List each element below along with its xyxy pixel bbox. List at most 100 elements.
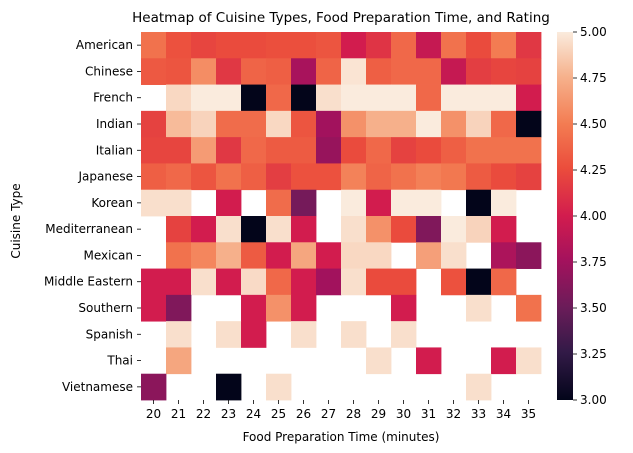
heatmap-cell [341,216,367,243]
heatmap-cell [241,242,267,269]
colorbar-tick-label: 4.50 [580,117,607,131]
heatmap-cell [466,84,492,112]
y-tick-label: Spanish [86,327,133,341]
heatmap-cell [241,84,267,112]
heatmap-cell [516,242,542,269]
heatmap-cell [366,58,392,85]
heatmap-cell [166,321,192,348]
heatmap-cell [216,321,242,348]
x-axis-label: Food Preparation Time (minutes) [243,430,440,444]
heatmap-cell [391,32,417,59]
heatmap-cell [216,84,242,112]
heatmap-cell [266,110,292,138]
heatmap-cell [166,294,192,322]
heatmap-cell [441,242,467,269]
heatmap-cell [241,137,267,164]
heatmap-cell [516,84,542,112]
heatmap-cell [366,163,392,191]
y-tick-label: Chinese [85,64,133,78]
x-tick-label: 30 [396,407,411,421]
heatmap-cell [491,58,517,85]
heatmap-cell [266,58,292,85]
y-tick-label: Middle Eastern [44,275,133,289]
heatmap-cell [416,58,442,85]
heatmap-cell [191,163,217,191]
heatmap-cell [441,216,467,243]
heatmap-cell [241,216,267,243]
heatmap-cell [316,137,342,164]
heatmap-cell [466,58,492,85]
heatmap-cell [466,268,492,296]
heatmap-cell [516,294,542,322]
heatmap-cell [291,84,317,112]
heatmap-cell [416,32,442,59]
heatmap-cell [391,137,417,164]
heatmap-cell [416,216,442,243]
x-tick-label: 35 [521,407,536,421]
x-tick-label: 22 [196,407,211,421]
heatmap-cell [341,110,367,138]
heatmap-cell [441,163,467,191]
heatmap-cell [166,216,192,243]
heatmap-cell [166,137,192,164]
x-tick-label: 27 [321,407,336,421]
heatmap-cell [166,58,192,85]
heatmap-cell [291,137,317,164]
heatmap-cell [341,242,367,269]
heatmap-cell [491,32,517,59]
heatmap-cell [241,110,267,138]
heatmap-cell [416,242,442,269]
heatmap-cell [466,189,492,217]
heatmap-cell [416,189,442,217]
heatmap-cell [416,137,442,164]
heatmap-cell [166,32,192,59]
heatmap-cell [166,347,192,375]
heatmap-cell [291,294,317,322]
x-tick-label: 34 [496,407,511,421]
colorbar-tick-label: 4.00 [580,209,607,223]
x-tick-label: 29 [371,407,386,421]
x-tick-label: 21 [171,407,186,421]
y-tick-label: Italian [96,143,133,157]
heatmap-cell [366,347,392,375]
heatmap-cell [316,163,342,191]
heatmap-cell [291,163,317,191]
heatmap-cell [216,216,242,243]
heatmap-cell [391,110,417,138]
colorbar-tick-label: 3.75 [580,255,607,269]
heatmap-cell [416,163,442,191]
heatmap-cell [491,347,517,375]
heatmap-cell [266,84,292,112]
y-tick-label: Korean [91,196,133,210]
heatmap-cell [291,58,317,85]
heatmap-cell [216,32,242,59]
x-tick-label: 24 [246,407,261,421]
y-axis-label: Cuisine Type [9,183,23,258]
heatmap-cell [391,216,417,243]
heatmap-cell [141,58,167,85]
y-tick-label: Japanese [78,170,134,184]
heatmap-cell [266,189,292,217]
heatmap-cell [366,110,392,138]
heatmap-cell [291,189,317,217]
heatmap-cell [341,163,367,191]
heatmap-cell [216,58,242,85]
x-tick-label: 32 [446,407,461,421]
heatmap-cell [416,347,442,375]
y-tick-label: Vietnamese [62,380,133,394]
heatmap-cell [316,58,342,85]
heatmap-cell [441,268,467,296]
heatmap-cell [266,163,292,191]
heatmap-cell [291,110,317,138]
heatmap-cell [491,242,517,269]
heatmap-cell [341,32,367,59]
heatmap-cell [366,137,392,164]
colorbar-tick-label: 5.00 [580,25,607,39]
heatmap-cell [316,32,342,59]
heatmap-cell [466,137,492,164]
heatmap-cell [216,163,242,191]
heatmap-cell [141,163,167,191]
heatmap-cell [441,84,467,112]
heatmap-cell [241,163,267,191]
heatmap-cell [166,110,192,138]
